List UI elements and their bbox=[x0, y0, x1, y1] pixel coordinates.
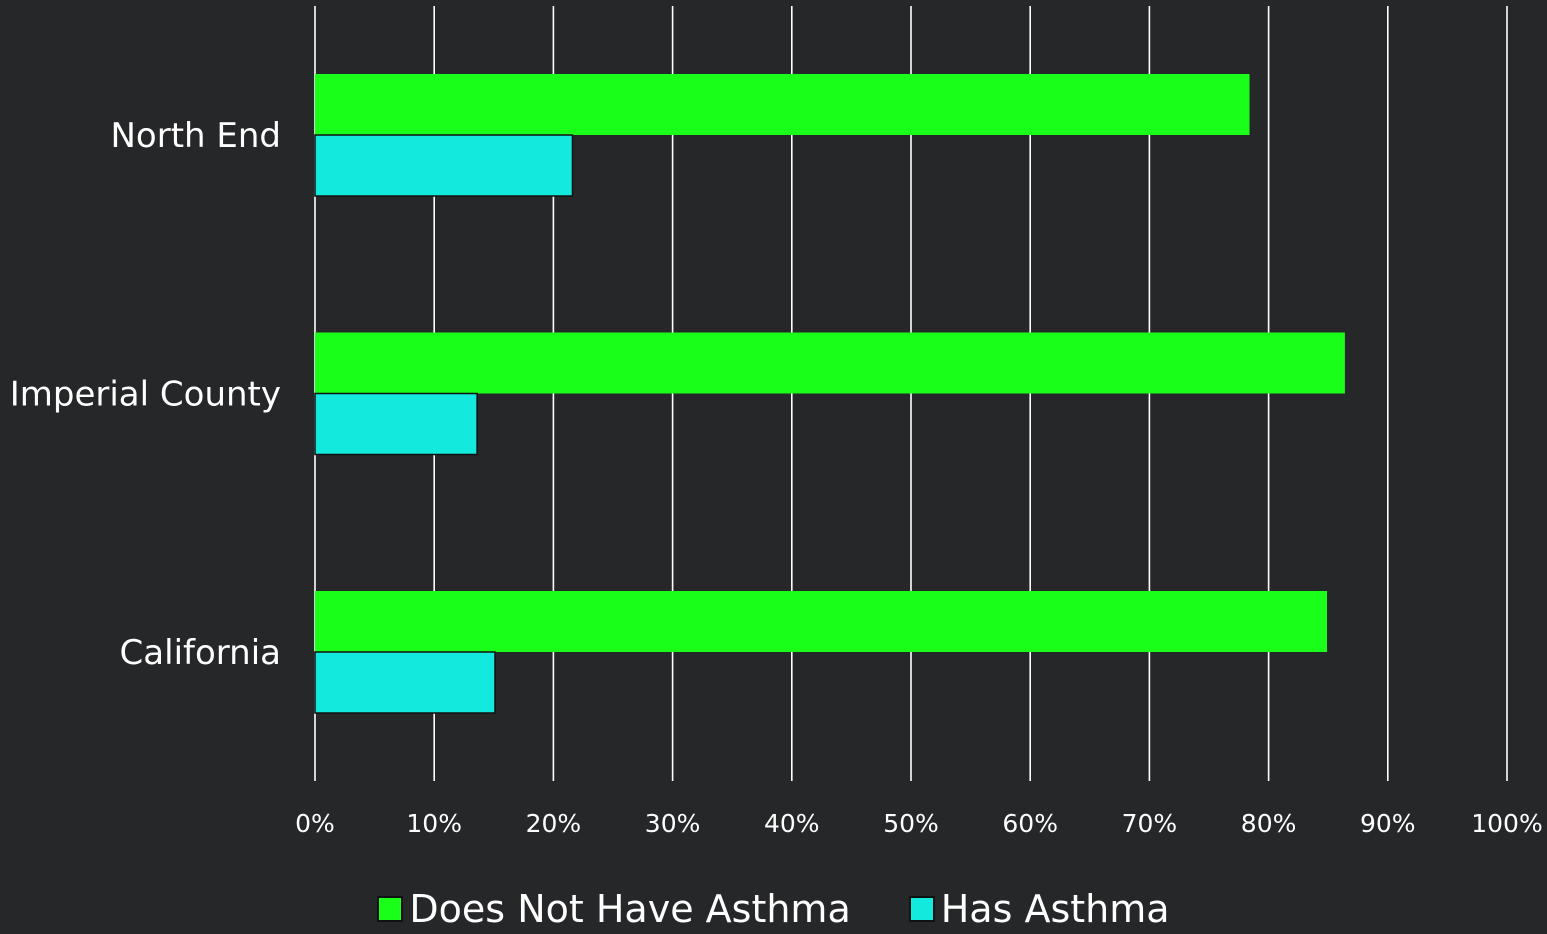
category-label-imperial-county: Imperial County bbox=[10, 375, 281, 415]
legend-item-has-asthma: Has Asthma bbox=[908, 884, 1170, 934]
x-tick-label-30: 30% bbox=[645, 809, 701, 838]
bar-north-end-does-not-have-asthma bbox=[315, 74, 1250, 135]
legend-swatch-no-asthma bbox=[377, 896, 404, 922]
x-tick-label-70: 70% bbox=[1122, 809, 1178, 838]
x-tick-label-80: 80% bbox=[1241, 809, 1297, 838]
bars bbox=[314, 74, 1345, 714]
legend: Does Not Have Asthma Has Asthma bbox=[0, 884, 1547, 934]
bar-north-end-has-asthma bbox=[314, 134, 574, 197]
bar-california-does-not-have-asthma bbox=[315, 591, 1328, 652]
x-tick-label-0: 0% bbox=[295, 809, 335, 838]
category-label-california: California bbox=[120, 633, 281, 673]
bar-california-has-asthma bbox=[314, 651, 496, 714]
x-tick-label-20: 20% bbox=[526, 809, 582, 838]
x-tick-label-50: 50% bbox=[883, 809, 939, 838]
x-tick-label-100: 100% bbox=[1471, 809, 1542, 838]
x-tick-label-90: 90% bbox=[1360, 809, 1416, 838]
legend-item-no-asthma: Does Not Have Asthma bbox=[377, 884, 851, 934]
legend-swatch-has-asthma bbox=[908, 896, 935, 922]
bar-imperial-county-has-asthma bbox=[314, 392, 478, 456]
bar-imperial-county-does-not-have-asthma bbox=[315, 332, 1345, 394]
x-tick-label-40: 40% bbox=[764, 809, 820, 838]
category-labels: North End Imperial County California bbox=[10, 116, 281, 673]
x-tick-label-60: 60% bbox=[1002, 809, 1058, 838]
x-tick-label-10: 10% bbox=[406, 809, 462, 838]
bar-chart: North End Imperial County California 0% 10%… bbox=[10, 6, 1543, 838]
legend-label-no-asthma: Does Not Have Asthma bbox=[409, 887, 851, 931]
legend-label-has-asthma: Has Asthma bbox=[940, 887, 1170, 931]
x-tick-labels: 0% 10% 20% 30% 40% 50% 60% 70% 80% 90% 100% bbox=[295, 809, 1543, 838]
category-label-north-end: North End bbox=[110, 116, 281, 156]
